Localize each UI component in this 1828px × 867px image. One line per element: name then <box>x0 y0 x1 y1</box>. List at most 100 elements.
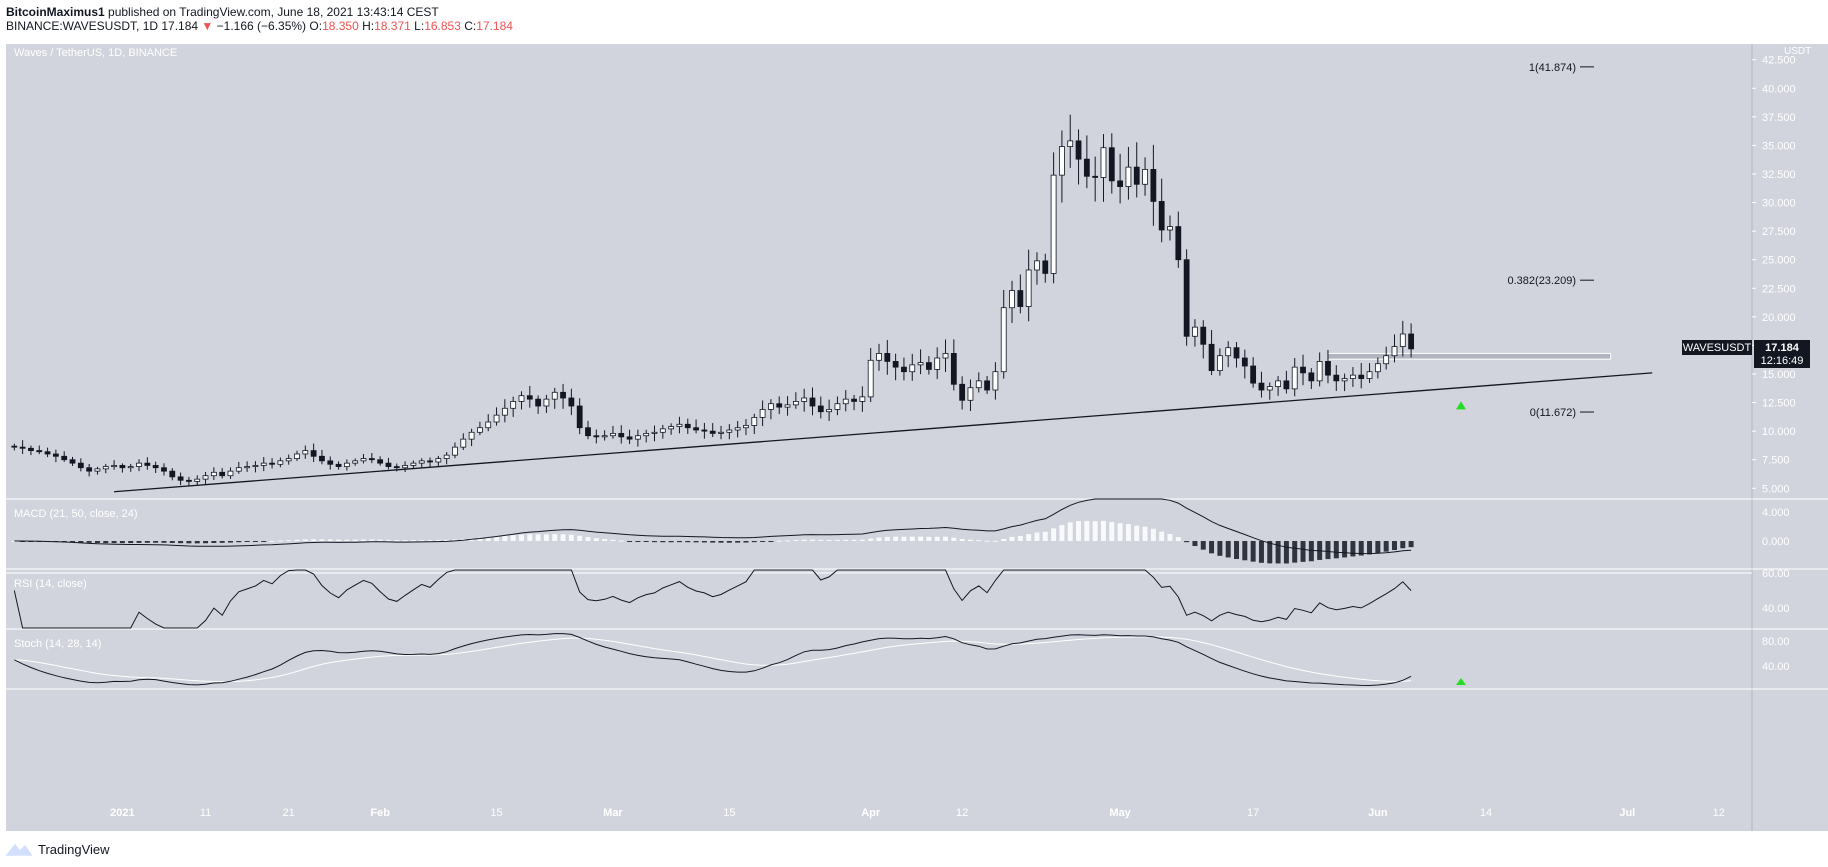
macd-histogram-bar <box>701 541 707 543</box>
candle-up <box>210 471 217 477</box>
candle-up <box>1266 386 1273 391</box>
candle-up <box>1225 347 1232 357</box>
macd-histogram-bar <box>785 540 791 542</box>
x-tick-label: May <box>1109 807 1131 819</box>
macd-histogram-bar <box>1001 538 1007 541</box>
candle-up <box>601 435 608 438</box>
macd-histogram-bar <box>518 534 524 541</box>
candle-up <box>668 426 675 430</box>
x-tick-label: Jun <box>1368 807 1388 819</box>
candle-up <box>244 466 251 469</box>
chart-container[interactable]: Waves / TetherUS, 1D, BINANCE USDT MACD … <box>6 44 1828 831</box>
candle-up <box>867 359 874 398</box>
y-tick-label: 35.000 <box>1762 140 1796 152</box>
macd-histogram-bar <box>951 537 957 541</box>
footer-brand[interactable]: TradingView <box>38 841 110 857</box>
candle-up <box>1167 226 1173 231</box>
candle-up <box>759 409 766 418</box>
indicator-tick-label: 4.000 <box>1762 507 1790 519</box>
candle-up <box>493 414 500 423</box>
resistance-zone <box>1327 352 1612 360</box>
x-tick-label: 11 <box>200 807 211 819</box>
candle-down <box>1133 166 1140 185</box>
change-value: −1.166 (−6.35%) <box>216 19 307 33</box>
macd-histogram-bar <box>602 539 608 541</box>
macd-histogram-bar <box>452 539 458 541</box>
candle-down <box>1150 169 1157 202</box>
candle-up <box>1034 260 1040 271</box>
macd-histogram-bar <box>427 540 433 542</box>
candle-down <box>709 430 716 434</box>
stoch-signal-icon <box>1456 678 1466 685</box>
y-tick-label: 10.000 <box>1762 426 1796 438</box>
candle-up <box>418 460 425 464</box>
macd-histogram-bar <box>194 541 200 544</box>
author-name[interactable]: BitcoinMaximus1 <box>6 5 105 19</box>
macd-histogram-bar <box>1358 541 1364 556</box>
macd-histogram-bar <box>535 534 541 541</box>
macd-histogram-bar <box>1333 541 1339 559</box>
candle-up <box>1399 333 1406 347</box>
candle-up <box>1000 307 1007 373</box>
candle-up <box>202 475 209 480</box>
candle-down <box>568 397 575 407</box>
macd-histogram-bar <box>918 536 924 541</box>
candle-up <box>768 403 774 410</box>
macd-histogram-bar <box>510 535 516 541</box>
macd-histogram-bar <box>1042 531 1048 541</box>
candle-down <box>1200 326 1207 345</box>
candle-up <box>227 470 234 477</box>
candle-down <box>1258 382 1265 391</box>
price-chart[interactable]: Waves / TetherUS, 1D, BINANCE USDT MACD … <box>6 44 1828 831</box>
candle-down <box>186 479 192 482</box>
y-tick-label: 42.500 <box>1762 55 1796 67</box>
macd-histogram-bar <box>560 534 566 541</box>
macd-histogram-bar <box>119 541 125 544</box>
stoch-k-line <box>14 633 1412 687</box>
macd-histogram-bar <box>585 537 591 541</box>
macd-histogram-bar <box>361 539 367 541</box>
tradingview-logo-icon[interactable] <box>6 842 32 856</box>
candle-up <box>751 417 758 426</box>
macd-histogram-bar <box>884 536 890 541</box>
macd-histogram-bar <box>768 541 774 542</box>
candle-up <box>343 462 350 467</box>
x-tick-label: 14 <box>1480 807 1492 819</box>
macd-histogram-bar <box>1067 522 1073 541</box>
candle-up <box>277 460 284 465</box>
price-axis[interactable] <box>1752 44 1828 831</box>
candle-down <box>1108 147 1115 182</box>
candle-up <box>260 462 267 466</box>
candle-up <box>1025 269 1032 307</box>
macd-histogram-bar <box>494 536 500 541</box>
high-value: 18.371 <box>374 19 411 33</box>
macd-histogram-bar <box>1375 541 1381 554</box>
macd-histogram-bar <box>103 541 109 544</box>
macd-histogram-bar <box>793 540 799 542</box>
macd-histogram-bar <box>211 541 217 543</box>
macd-histogram-bar <box>826 539 832 541</box>
candle-up <box>1059 146 1065 176</box>
candle-up <box>942 353 949 359</box>
macd-histogram-bar <box>1258 541 1264 563</box>
macd-histogram-bar <box>1059 524 1065 541</box>
macd-histogram-bar <box>1084 520 1090 541</box>
candle-down <box>901 366 907 373</box>
macd-histogram-bar <box>1142 526 1148 541</box>
macd-histogram-bar <box>261 541 267 542</box>
candle-down <box>560 391 566 399</box>
macd-histogram-bar <box>78 541 84 543</box>
macd-histogram-bar <box>1225 541 1231 558</box>
price-tag-symbol-bg <box>1682 340 1752 355</box>
macd-histogram-bar <box>1275 541 1281 564</box>
candle-up <box>235 467 242 472</box>
y-tick-label: 30.000 <box>1762 198 1796 210</box>
y-tick-label: 40.000 <box>1762 83 1796 95</box>
macd-histogram-bar <box>1051 528 1057 541</box>
candle-up <box>967 387 974 401</box>
candle-down <box>177 476 184 481</box>
stoch-d-line <box>14 636 1412 683</box>
macd-histogram-bar <box>136 541 142 543</box>
candle-up <box>452 446 458 456</box>
y-tick-label: 12.500 <box>1762 398 1796 410</box>
